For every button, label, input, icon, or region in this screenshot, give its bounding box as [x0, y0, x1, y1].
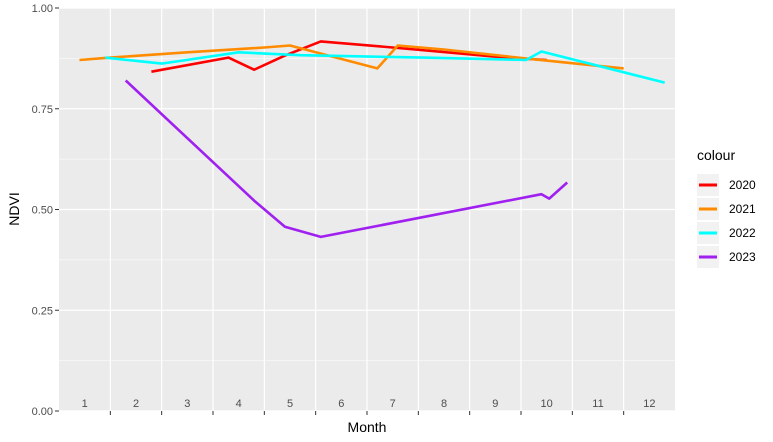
- x-tick-label: 3: [184, 398, 190, 410]
- x-tick-label: 10: [541, 398, 553, 410]
- x-tick-label: 12: [643, 398, 655, 410]
- x-tick-label: 4: [236, 398, 242, 410]
- y-tick-label: 0.00: [32, 406, 53, 418]
- y-axis: 0.00 0.25 0.50 0.75 1.00: [32, 3, 59, 418]
- y-axis-title: NDVI: [6, 192, 22, 225]
- legend-label-2020: 2020: [729, 178, 756, 192]
- series-lines: [79, 40, 666, 239]
- x-tick-label: 2: [133, 398, 139, 410]
- legend-label-2021: 2021: [729, 202, 756, 216]
- x-tick-label: 11: [592, 398, 603, 410]
- legend: colour 2020 2021 2022 2023: [697, 147, 756, 268]
- y-tick-label: 0.50: [32, 205, 53, 217]
- x-tick-label: 8: [441, 398, 447, 410]
- series-line-2023: [124, 79, 569, 239]
- x-tick-label: 5: [287, 398, 293, 410]
- legend-label-2022: 2022: [729, 226, 756, 240]
- x-tick-label: 9: [492, 398, 498, 410]
- x-tick-label: 1: [82, 398, 88, 410]
- y-tick-label: 0.75: [32, 104, 53, 116]
- x-tick-label: 6: [338, 398, 344, 410]
- legend-label-2023: 2023: [729, 250, 756, 264]
- y-tick-label: 1.00: [32, 3, 53, 15]
- y-tick-label: 0.25: [32, 305, 53, 317]
- legend-title: colour: [697, 147, 735, 163]
- x-axis: 1 2 3 4 5 6 7 8 9 10 11 12: [82, 398, 655, 415]
- series-line-2022: [105, 50, 666, 84]
- x-axis-title: Month: [348, 419, 387, 435]
- x-tick-label: 7: [390, 398, 396, 410]
